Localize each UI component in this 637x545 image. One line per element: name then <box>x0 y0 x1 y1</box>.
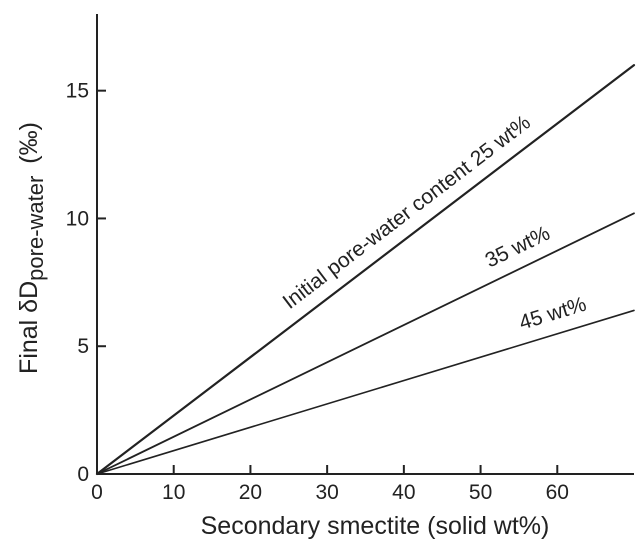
x-axis-label: Secondary smectite (solid wt%) <box>201 512 550 540</box>
x-tick-label-10: 10 <box>162 481 185 504</box>
x-tick-label-60: 60 <box>546 481 569 504</box>
y-axis-label-main: Final δD <box>15 281 43 374</box>
y-axis-label: Final δDpore-water (‰) <box>15 122 48 374</box>
y-axis-label-subscript: pore-water <box>23 176 48 281</box>
x-tick-label-50: 50 <box>469 481 492 504</box>
x-tick-label-40: 40 <box>392 481 415 504</box>
series-label-45: 45 wt% <box>517 293 590 335</box>
y-tick-label-10: 10 <box>66 207 89 230</box>
series-lines <box>95 64 636 476</box>
y-axis-label-unit: (‰) <box>15 122 43 164</box>
series-line-45 <box>96 309 635 475</box>
x-ticks: 0 10 20 30 40 50 60 <box>91 465 569 504</box>
x-tick-label-0: 0 <box>91 481 103 504</box>
y-tick-label-15: 15 <box>66 80 89 103</box>
y-tick-label-5: 5 <box>77 335 89 358</box>
y-ticks: 0 5 10 15 <box>66 80 106 486</box>
y-tick-label-0: 0 <box>77 463 89 486</box>
series-line-25 <box>95 64 636 476</box>
series-label-25: Initial pore-water content 25 wt% <box>279 111 535 314</box>
series-label-35: 35 wt% <box>482 222 554 273</box>
series-line-35 <box>96 212 635 475</box>
x-tick-label-30: 30 <box>315 481 338 504</box>
x-tick-label-20: 20 <box>239 481 262 504</box>
